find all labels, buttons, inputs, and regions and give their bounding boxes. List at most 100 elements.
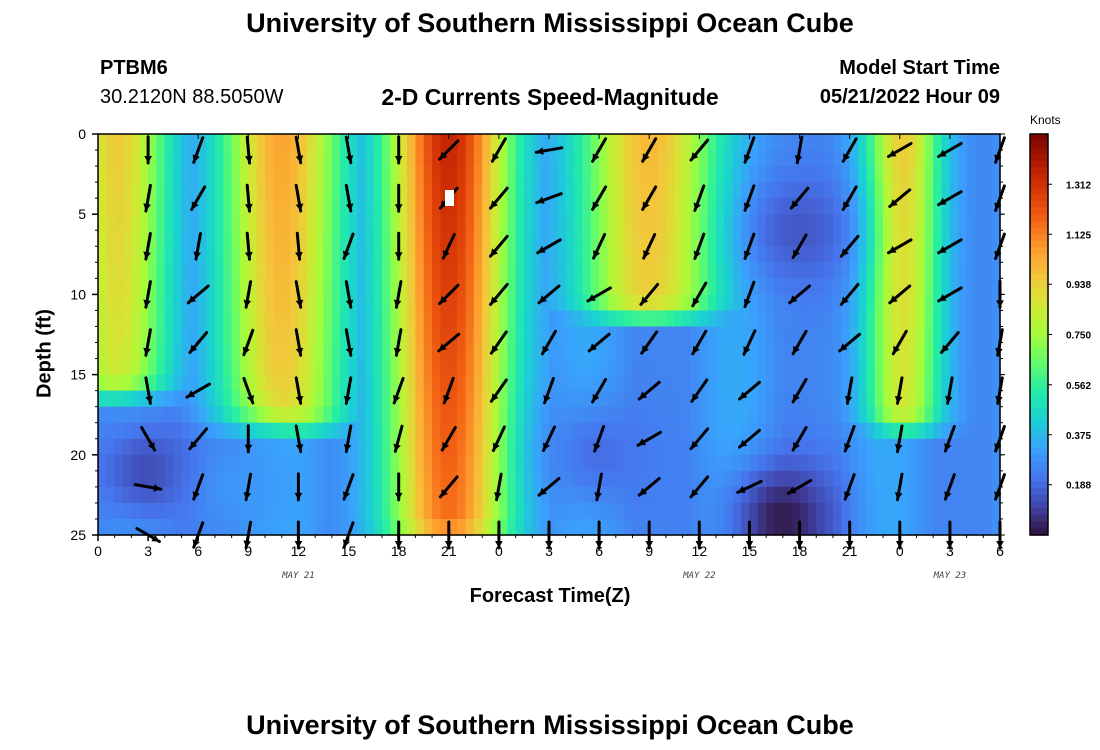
heatmap-cell [532, 294, 542, 312]
heatmap-cell [206, 150, 216, 167]
heatmap-cell [665, 134, 675, 151]
heatmap-cell [189, 310, 199, 328]
heatmap-cell [290, 438, 300, 456]
y-tick-label: 20 [70, 447, 86, 463]
heatmap-cell [423, 438, 433, 456]
heatmap-cell [766, 406, 776, 424]
heatmap-cell [958, 342, 968, 360]
heatmap-cell [883, 390, 893, 408]
heatmap-cell [791, 502, 801, 520]
heatmap-cell [707, 134, 717, 151]
heatmap-cell [248, 214, 258, 231]
heatmap-cell [490, 182, 500, 199]
heatmap-cell [632, 262, 642, 279]
heatmap-cell [858, 214, 867, 231]
heatmap-cell [106, 294, 116, 312]
heatmap-cell [239, 486, 249, 504]
colorbar-segment [1030, 207, 1048, 215]
heatmap-cell [432, 438, 442, 456]
colorbar-segment [1030, 501, 1048, 509]
heatmap-cell [373, 486, 383, 504]
heatmap-cell [924, 406, 934, 424]
heatmap-cell [398, 470, 408, 488]
heatmap-cell [306, 454, 316, 472]
heatmap-cell [523, 198, 533, 215]
heatmap-cell [749, 374, 759, 392]
heatmap-cell [682, 342, 692, 360]
heatmap-cell [281, 374, 291, 392]
heatmap-cell [515, 246, 525, 263]
heatmap-cell [373, 454, 383, 472]
heatmap-cell [131, 134, 141, 151]
heatmap-cell [557, 134, 567, 151]
heatmap-cell [732, 390, 742, 408]
heatmap-cell [741, 518, 751, 536]
heatmap-cell [766, 182, 776, 199]
heatmap-cell [415, 230, 425, 247]
heatmap-cell [874, 310, 884, 328]
heatmap-cell [966, 166, 976, 183]
heatmap-cell [331, 166, 341, 183]
heatmap-cell [766, 278, 776, 295]
heatmap-cell [949, 518, 959, 536]
heatmap-cell [741, 406, 751, 424]
heatmap-cell [682, 294, 692, 312]
current-arrow [245, 231, 253, 261]
heatmap-cell [732, 342, 742, 360]
heatmap-cell [574, 502, 584, 520]
colorbar-segment [1030, 334, 1048, 342]
heatmap-cell [231, 294, 241, 312]
heatmap-cell [816, 262, 826, 279]
heatmap-cell [331, 374, 341, 392]
heatmap-cell [766, 502, 776, 520]
heatmap-cell [908, 230, 918, 247]
heatmap-cell [490, 214, 500, 231]
heatmap-cell [883, 326, 893, 344]
heatmap-cell [724, 502, 734, 520]
heatmap-cell [841, 310, 851, 328]
heatmap-cell [707, 374, 717, 392]
heatmap-cell [498, 166, 508, 183]
colorbar-segment [1030, 294, 1048, 302]
heatmap-cell [507, 470, 517, 488]
heatmap-cell [732, 518, 742, 536]
heatmap-cell [365, 230, 375, 247]
heatmap-cell [298, 342, 308, 360]
heatmap-cell [239, 422, 249, 440]
heatmap-cell [390, 278, 400, 295]
heatmap-cell [816, 246, 826, 263]
heatmap-cell [707, 470, 717, 488]
heatmap-cell [632, 438, 642, 456]
heatmap-cell [757, 246, 767, 263]
heatmap-cell [866, 342, 876, 360]
heatmap-cell [707, 438, 717, 456]
heatmap-cell [256, 374, 266, 392]
heatmap-cell [381, 470, 391, 488]
heatmap-cell [457, 278, 467, 295]
heatmap-cell [98, 470, 107, 488]
heatmap-cell [273, 502, 283, 520]
heatmap-cell [674, 198, 684, 215]
heatmap-cell [440, 422, 450, 440]
heatmap-cell [640, 502, 650, 520]
heatmap-cell [223, 422, 233, 440]
heatmap-cell [273, 134, 283, 151]
heatmap-cell [966, 150, 976, 167]
heatmap-cell [958, 518, 968, 536]
heatmap-cell [841, 406, 851, 424]
current-arrow [490, 137, 507, 163]
heatmap-cell [874, 342, 884, 360]
heatmap-cell [657, 230, 667, 247]
current-arrow [294, 424, 304, 454]
heatmap-cell [849, 454, 859, 472]
heatmap-cell [757, 150, 767, 167]
heatmap-cell [298, 486, 308, 504]
heatmap-cell [248, 358, 258, 376]
heatmap-cell [356, 326, 366, 344]
heatmap-cell [331, 518, 341, 536]
heatmap-cell [373, 326, 383, 344]
heatmap-cell [523, 358, 533, 376]
heatmap-cell [265, 182, 274, 199]
heatmap-cell [574, 470, 584, 488]
heatmap-cell [549, 262, 558, 279]
